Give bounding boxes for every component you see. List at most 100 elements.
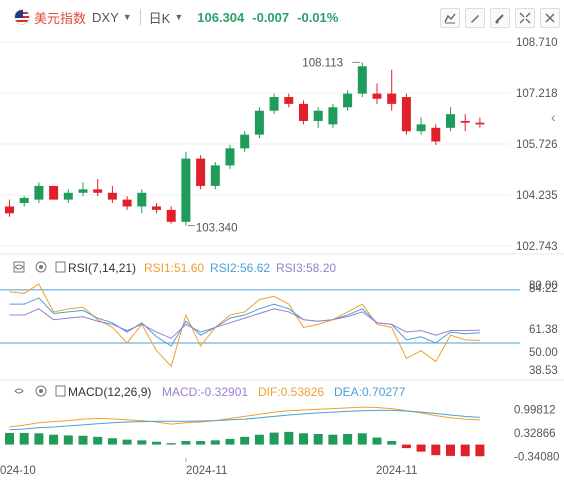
macd-tick: 0.99812 — [514, 404, 556, 416]
macd-tick: -0.34080 — [514, 452, 559, 464]
candle-body — [63, 192, 73, 200]
candle-body — [49, 185, 59, 200]
candle-body — [225, 148, 235, 166]
candle-body — [460, 120, 470, 123]
candle-body — [19, 197, 29, 204]
dea-line — [9, 409, 480, 431]
macd-bar — [299, 433, 308, 445]
indicator-icon[interactable] — [55, 261, 66, 273]
expand-icon — [519, 12, 531, 24]
macd-bar — [446, 444, 455, 456]
macd-bar — [387, 441, 397, 445]
chevron-down-icon: ▼ — [174, 12, 184, 22]
macd-bar — [152, 441, 161, 445]
rsi2-line — [9, 297, 480, 347]
macd-bar — [431, 444, 441, 456]
period-label: 日K — [148, 10, 171, 26]
macd-bar — [5, 432, 14, 445]
macd-bar — [357, 433, 367, 445]
macd-bar — [343, 434, 353, 445]
price-change: -0.007 — [252, 9, 290, 25]
low-label: 103.340 — [196, 223, 238, 235]
macd-bar — [137, 440, 147, 445]
candle-body — [431, 127, 441, 142]
candle-body — [93, 189, 103, 193]
settings-icon[interactable] — [39, 389, 43, 393]
settings-icon[interactable] — [35, 261, 47, 273]
candle-body — [416, 124, 426, 132]
macd-value: MACD:-0.32901 — [162, 385, 248, 399]
rsi1-value: RSI1:51.60 — [144, 261, 204, 275]
settings-icon[interactable] — [35, 385, 47, 397]
rsi3-value: RSI3:58.20 — [276, 261, 336, 275]
symbol: DXY — [92, 9, 119, 25]
price-axis: 108.710 107.218 105.726 104.235 102.743 — [516, 37, 558, 253]
price-tick: 107.218 — [516, 88, 558, 100]
candle-body — [284, 97, 294, 104]
candle-body — [5, 206, 14, 214]
symbol-selector[interactable]: DXY ▼ — [92, 10, 132, 25]
price-tick: 104.235 — [516, 190, 558, 202]
price-tick: 102.743 — [516, 241, 558, 253]
draw-tool-button[interactable] — [465, 8, 485, 28]
indicator-tool-button[interactable] — [440, 8, 460, 28]
dif-value: DIF:0.53826 — [258, 385, 324, 399]
candlestick-series — [5, 62, 485, 226]
macd-bar — [196, 441, 206, 445]
rsi1-line — [9, 283, 480, 368]
macd-histogram — [5, 431, 485, 457]
settings-button[interactable] — [490, 8, 510, 28]
candle-body — [34, 185, 44, 200]
eye-icon[interactable] — [14, 264, 24, 270]
chevron-down-icon: ▼ — [122, 12, 132, 22]
indicator-icon — [444, 13, 456, 24]
candle-body — [210, 165, 220, 186]
macd-bar — [19, 432, 29, 445]
candle-body — [107, 192, 117, 200]
rsi2-value: RSI2:56.62 — [210, 261, 270, 275]
macd-bar — [240, 436, 250, 445]
macd-bar — [107, 438, 117, 445]
x-tick: 2024-11 — [376, 465, 417, 477]
rsi3-line — [9, 308, 480, 339]
rsi-tick: 84.22 — [529, 283, 558, 295]
candle-body — [269, 97, 279, 111]
separator — [139, 9, 141, 25]
dea-value: DEA:0.70277 — [334, 385, 406, 399]
pencil-icon — [471, 15, 479, 23]
rsi-tick: 50.00 — [529, 347, 558, 359]
macd-title: MACD(12,26,9) — [68, 385, 151, 399]
macd-bar — [269, 432, 279, 445]
indicator-icon[interactable] — [55, 385, 66, 397]
candle-body — [401, 97, 411, 132]
macd-bar — [93, 436, 103, 445]
macd-bar — [225, 438, 235, 445]
candle-body — [181, 158, 191, 222]
macd-bar — [401, 444, 411, 449]
candle-body — [475, 122, 485, 125]
macd-tick: 0.32866 — [514, 428, 556, 440]
dif-line — [9, 406, 480, 428]
price-grid — [0, 41, 510, 247]
chevron-left-icon[interactable]: ‹ — [551, 109, 556, 125]
price-tick: 108.710 — [516, 37, 558, 49]
macd-axis: 0.99812 0.32866 -0.34080 — [514, 404, 559, 463]
settings-icon[interactable] — [39, 265, 43, 269]
eye-icon[interactable] — [14, 388, 24, 394]
candle-body — [446, 114, 455, 128]
fullscreen-button[interactable] — [515, 8, 535, 28]
rsi-lines — [0, 283, 520, 368]
period-selector[interactable]: 日K ▼ — [149, 8, 184, 27]
instrument-name[interactable]: 美元指数 — [34, 10, 87, 26]
chart-header: 美元指数 DXY ▼ 日K ▼ 106.304 -0.007 -0.01% — [0, 0, 564, 34]
candle-body — [299, 103, 308, 121]
close-button[interactable] — [540, 8, 560, 28]
rsi-tick: 80.00 — [529, 280, 558, 292]
macd-bar — [254, 434, 264, 445]
high-label: 108.113 — [302, 57, 343, 69]
candle-body — [343, 93, 353, 108]
candle-body — [152, 206, 161, 210]
eye-icon[interactable] — [13, 261, 25, 273]
